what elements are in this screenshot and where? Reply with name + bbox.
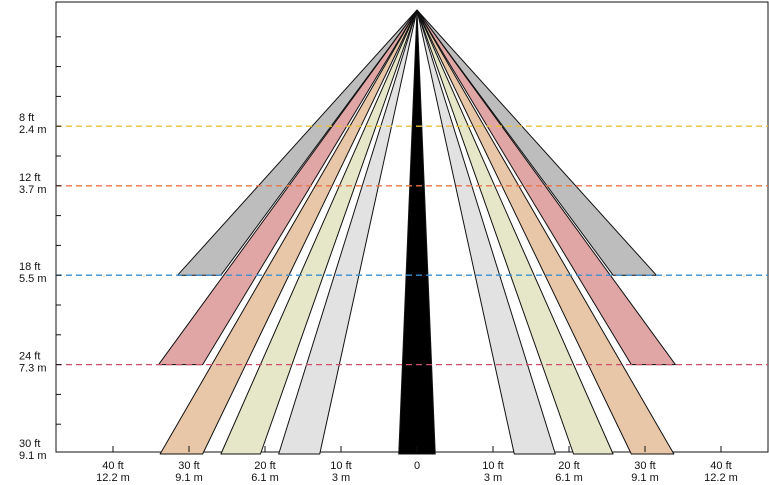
x-tick-label-metric: 3 m	[332, 472, 350, 484]
x-tick-label: 0	[414, 460, 420, 472]
x-tick-label: 10 ft	[482, 460, 503, 472]
y-tick-label: 24 ft	[19, 351, 40, 363]
x-tick-label-metric: 12.2 m	[704, 472, 738, 484]
beam-gray-right	[416, 9, 657, 276]
y-tick-label: 8 ft	[19, 112, 34, 124]
y-tick-label-metric: 2.4 m	[19, 124, 47, 136]
x-tick-label: 30 ft	[634, 460, 655, 472]
y-tick-label: 30 ft	[19, 438, 40, 450]
x-tick-label-metric: 12.2 m	[96, 472, 130, 484]
x-tick-label: 20 ft	[558, 460, 579, 472]
x-tick-label: 30 ft	[178, 460, 199, 472]
x-tick-label-metric: 6.1 m	[555, 472, 583, 484]
beam-peach-left	[159, 9, 418, 455]
beam-olive-right	[416, 9, 614, 455]
x-tick-label-metric: 6.1 m	[251, 472, 279, 484]
x-tick-label: 10 ft	[330, 460, 351, 472]
x-tick-label: 20 ft	[254, 460, 275, 472]
y-tick-label: 18 ft	[19, 261, 40, 273]
y-axis-ticks: 8 ft2.4 m 12 ft3.7 m 18 ft5.5 m 24 ft7.3 m 3…	[19, 36, 61, 462]
x-tick-label-metric: 3 m	[484, 472, 502, 484]
beam-light-gray-right	[416, 9, 556, 455]
beam-olive-left	[220, 9, 418, 455]
height-line-group	[56, 125, 768, 366]
x-tick-label-metric: 9.1 m	[175, 472, 203, 484]
y-tick-label-metric: 5.5 m	[19, 273, 47, 285]
beam-light-gray-left	[278, 9, 418, 455]
x-tick-label: 40 ft	[710, 460, 731, 472]
y-tick-label-metric: 9.1 m	[19, 450, 47, 462]
beam-group	[158, 9, 676, 455]
beam-center	[398, 9, 436, 455]
y-tick-label-metric: 7.3 m	[19, 363, 47, 375]
y-tick-label: 12 ft	[19, 172, 40, 184]
beam-peach-right	[416, 9, 675, 455]
x-tick-label-metric: 9.1 m	[631, 472, 659, 484]
beam-pink-right	[416, 9, 676, 366]
y-tick-label-metric: 3.7 m	[19, 184, 47, 196]
x-tick-label: 40 ft	[102, 460, 123, 472]
